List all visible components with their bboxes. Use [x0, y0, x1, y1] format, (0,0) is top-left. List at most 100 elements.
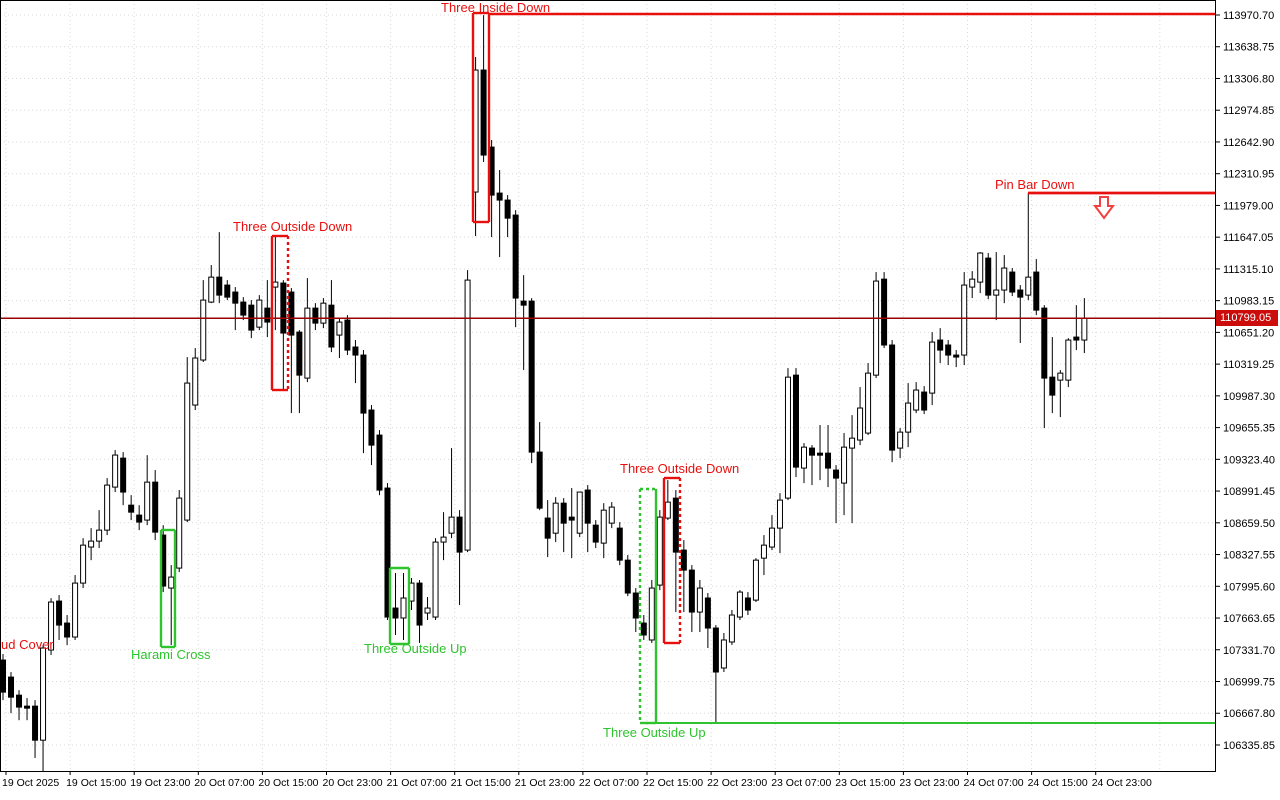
candle-bearish	[544, 517, 551, 539]
candle-bullish	[752, 559, 759, 601]
candle-bearish	[504, 199, 511, 219]
candle-bearish	[1049, 376, 1056, 396]
candle-bearish	[224, 284, 231, 298]
candles	[0, 15, 1088, 772]
candle-bearish	[136, 514, 143, 523]
candle-bearish	[456, 516, 463, 553]
pattern-label: Three Outside Down	[620, 461, 739, 476]
time-axis-label: 19 Oct 2025	[2, 777, 59, 789]
candle-bearish	[744, 597, 751, 611]
time-axis-label: 24 Oct 23:00	[1092, 777, 1152, 789]
candle-bearish	[128, 504, 135, 513]
price-axis-label: 108659.50	[1223, 518, 1275, 530]
candle-bearish	[632, 592, 639, 619]
candle-bearish	[881, 278, 888, 346]
candle-bearish	[232, 291, 239, 304]
candle-bearish	[496, 192, 503, 201]
candle-bearish	[688, 569, 695, 613]
candle-bullish	[776, 499, 783, 529]
candle-bullish	[440, 536, 447, 543]
candle-bearish	[264, 307, 271, 323]
candle-bullish	[192, 357, 199, 406]
price-axis-label: 113306.80	[1223, 73, 1274, 85]
candle-bearish	[360, 354, 367, 414]
price-axis-label: 106999.75	[1223, 677, 1275, 689]
price-axis-label: 110319.25	[1223, 359, 1274, 371]
candle-bearish	[24, 705, 31, 709]
candle-bearish	[889, 344, 896, 451]
pattern-label: ud Cover	[1, 637, 54, 652]
candle-bullish	[696, 587, 703, 613]
time-axis-label: 23 Oct 23:00	[899, 777, 959, 789]
price-axis-label: 108327.55	[1223, 550, 1275, 562]
down-arrow-icon	[1093, 196, 1115, 220]
candle-bullish	[112, 454, 119, 488]
candle-bearish	[296, 331, 303, 376]
candle-bullish	[865, 372, 872, 434]
time-axis-label: 20 Oct 23:00	[323, 777, 383, 789]
time-axis-label: 19 Oct 15:00	[66, 777, 126, 789]
candle-bullish	[432, 541, 439, 618]
price-axis-label: 113638.75	[1223, 42, 1274, 54]
candle-bullish	[552, 502, 559, 534]
candle-bearish	[792, 374, 799, 468]
price-axis-label: 109987.30	[1223, 391, 1275, 403]
candle-bullish	[88, 540, 95, 548]
price-axis-label: 112642.90	[1223, 137, 1274, 149]
pattern-label: Three Outside Up	[364, 641, 467, 656]
price-axis-label: 110651.20	[1223, 327, 1274, 339]
candle-bearish	[8, 676, 15, 698]
axes: 113970.70 113638.75 113306.80 112974.85 1126…	[2, 10, 1275, 789]
candle-bullish	[200, 299, 207, 361]
time-axis-label: 20 Oct 15:00	[258, 777, 318, 789]
time-axis-label: 23 Oct 07:00	[771, 777, 831, 789]
candle-bearish	[937, 339, 944, 351]
time-axis-label: 22 Oct 07:00	[579, 777, 639, 789]
price-axis-label: 111315.10	[1223, 264, 1273, 276]
price-axis-label: 112974.85	[1223, 105, 1274, 117]
grid	[0, 0, 1215, 771]
pattern-label: Three Inside Down	[441, 0, 550, 15]
candle-bearish	[216, 276, 223, 296]
candle-bullish	[168, 576, 175, 589]
candle-bearish	[672, 497, 679, 553]
price-axis-label: 111647.05	[1223, 232, 1273, 244]
candle-bearish	[328, 304, 335, 348]
candle-bearish	[344, 319, 351, 351]
candle-bullish	[656, 516, 663, 586]
candle-bearish	[945, 344, 952, 356]
candle-bullish	[424, 607, 431, 614]
candle-bullish	[1081, 317, 1088, 341]
candle-bearish	[592, 524, 599, 543]
candle-bearish	[392, 607, 399, 619]
candle-bearish	[240, 301, 247, 316]
candle-bullish	[993, 289, 1000, 296]
candle-bullish	[104, 484, 111, 531]
price-axis-label: 110983.15	[1223, 296, 1274, 308]
candle-bullish	[272, 281, 279, 288]
price-axis-label: 111979.00	[1223, 200, 1273, 212]
candle-bearish	[560, 502, 567, 524]
candle-bearish	[704, 597, 711, 629]
candle-bullish	[176, 497, 183, 569]
candle-bullish	[897, 431, 904, 449]
candle-bullish	[913, 389, 920, 411]
candle-bearish	[480, 69, 487, 156]
time-axis-label: 24 Oct 15:00	[1028, 777, 1088, 789]
candle-bullish	[608, 506, 615, 524]
candle-bullish	[849, 437, 856, 449]
candle-bullish	[1025, 276, 1032, 296]
candle-bearish	[985, 257, 992, 296]
pattern-label: Three Outside Down	[233, 219, 352, 234]
candle-bullish	[841, 446, 848, 484]
candle-bullish	[728, 614, 735, 643]
candle-bullish	[400, 597, 407, 619]
candle-bullish	[464, 279, 471, 551]
candle-bearish	[1073, 336, 1080, 341]
candle-bullish	[80, 544, 87, 584]
candle-bullish	[1065, 339, 1072, 381]
candle-bullish	[48, 601, 55, 651]
plot-border	[0, 0, 1216, 772]
